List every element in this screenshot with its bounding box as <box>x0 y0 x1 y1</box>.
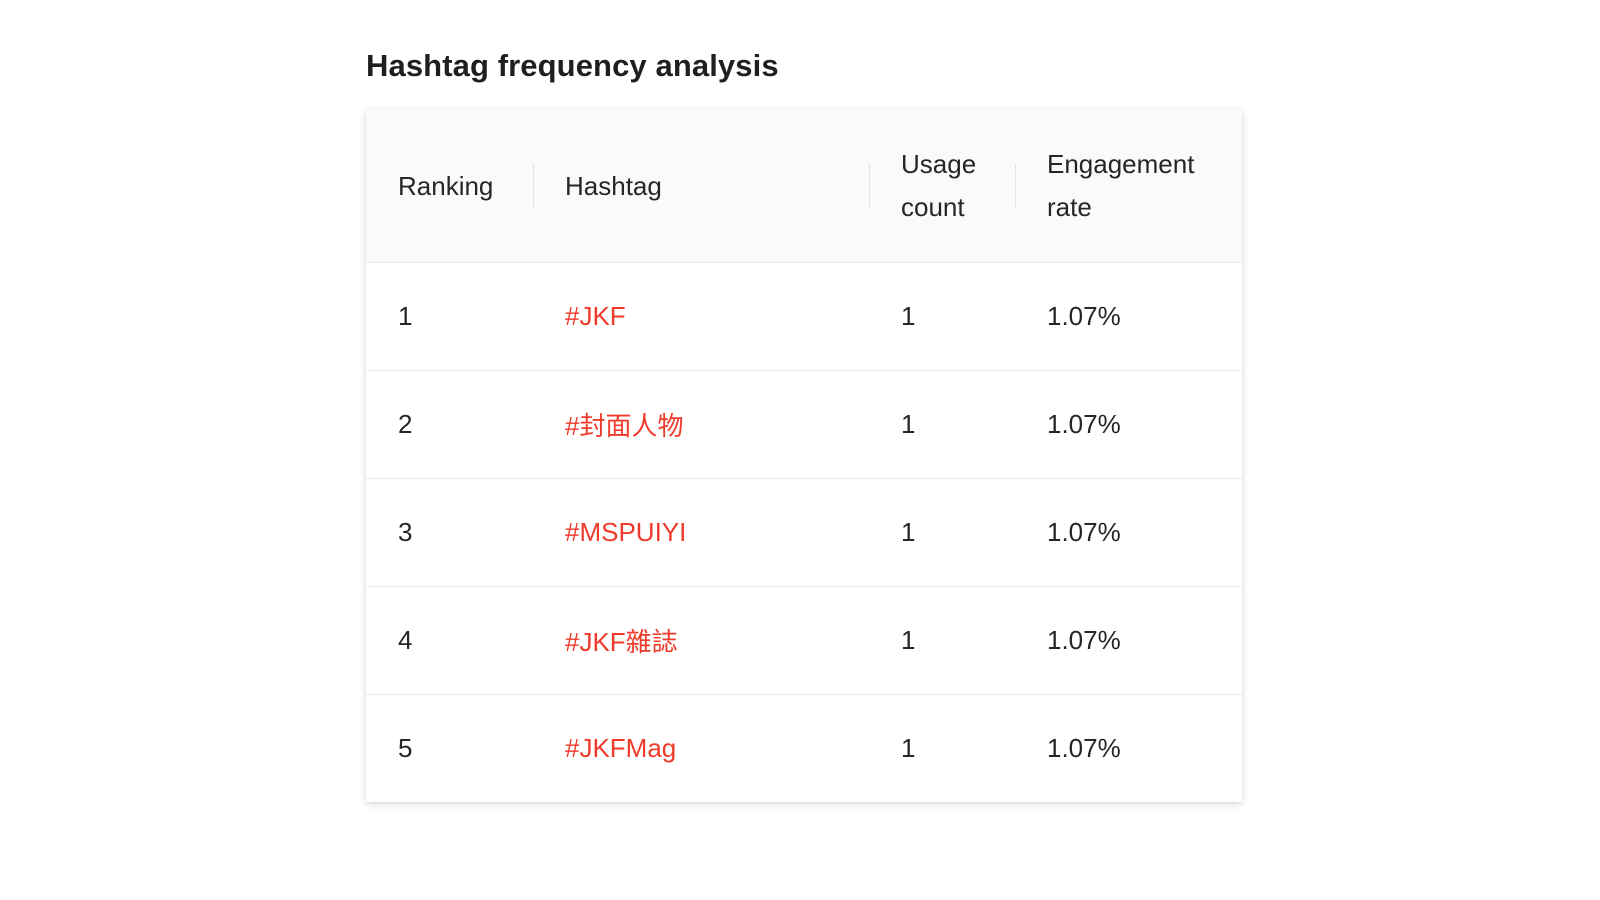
usage-count-cell: 1 <box>901 733 916 763</box>
column-header-hashtag: Hashtag <box>533 110 869 263</box>
table-row: 1 #JKF 1 1.07% <box>366 262 1242 371</box>
ranking-cell: 3 <box>366 478 533 587</box>
usage-count-cell: 1 <box>869 370 1015 479</box>
hashtag-cell: #JKFMag <box>533 695 869 803</box>
table-row: 3 #MSPUIYI 1 1.07% <box>366 478 1242 587</box>
hashtag-link[interactable]: #JKF <box>565 301 626 331</box>
hashtag-cell: #封面人物 <box>533 370 869 479</box>
hashtag-table-card: Ranking Hashtag Usage count Engagement r… <box>366 110 1242 802</box>
column-header-usage-count: Usage count <box>869 110 1015 263</box>
engagement-rate-cell: 1.07% <box>1047 733 1121 763</box>
usage-count-cell: 1 <box>869 478 1015 587</box>
hashtag-link[interactable]: #JKF雜誌 <box>565 627 678 657</box>
engagement-rate-cell: 1.07% <box>1015 370 1242 479</box>
engagement-rate-cell: 1.07% <box>1015 478 1242 587</box>
hashtag-cell: #JKF雜誌 <box>533 586 869 695</box>
hashtag-link[interactable]: #封面人物 <box>565 411 684 441</box>
hashtag-cell: #MSPUIYI <box>533 478 869 587</box>
column-header-ranking: Ranking <box>366 110 533 263</box>
hashtag-link[interactable]: #JKFMag <box>565 733 677 763</box>
engagement-rate-cell: 1.07% <box>1015 262 1242 371</box>
page-title: Hashtag frequency analysis <box>366 48 779 83</box>
usage-count-cell: 1 <box>869 586 1015 695</box>
column-header-engagement-rate: Engagement rate <box>1015 110 1242 263</box>
table-header-row: Ranking Hashtag Usage count Engagement r… <box>366 110 1242 263</box>
hashtag-link[interactable]: #MSPUIYI <box>565 517 687 547</box>
ranking-cell: 4 <box>366 586 533 695</box>
hashtag-analysis-section: Hashtag frequency analysis Ranking Hasht… <box>366 44 1242 802</box>
table-row: 4 #JKF雜誌 1 1.07% <box>366 586 1242 695</box>
ranking-cell: 2 <box>366 370 533 479</box>
ranking-cell: 1 <box>366 262 533 371</box>
hashtag-cell: #JKF <box>533 262 869 371</box>
usage-count-cell: 1 <box>869 262 1015 371</box>
table-row: 5 #JKFMag 1 1.07% <box>366 695 1242 803</box>
ranking-cell: 5 <box>398 733 413 763</box>
engagement-rate-cell: 1.07% <box>1015 586 1242 695</box>
hashtag-table: Ranking Hashtag Usage count Engagement r… <box>366 110 1242 802</box>
table-header: Ranking Hashtag Usage count Engagement r… <box>366 110 1242 263</box>
table-row: 2 #封面人物 1 1.07% <box>366 370 1242 479</box>
table-body: 1 #JKF 1 1.07% 2 #封面人物 1 1.07% 3 #MSPUIY… <box>366 262 1242 803</box>
